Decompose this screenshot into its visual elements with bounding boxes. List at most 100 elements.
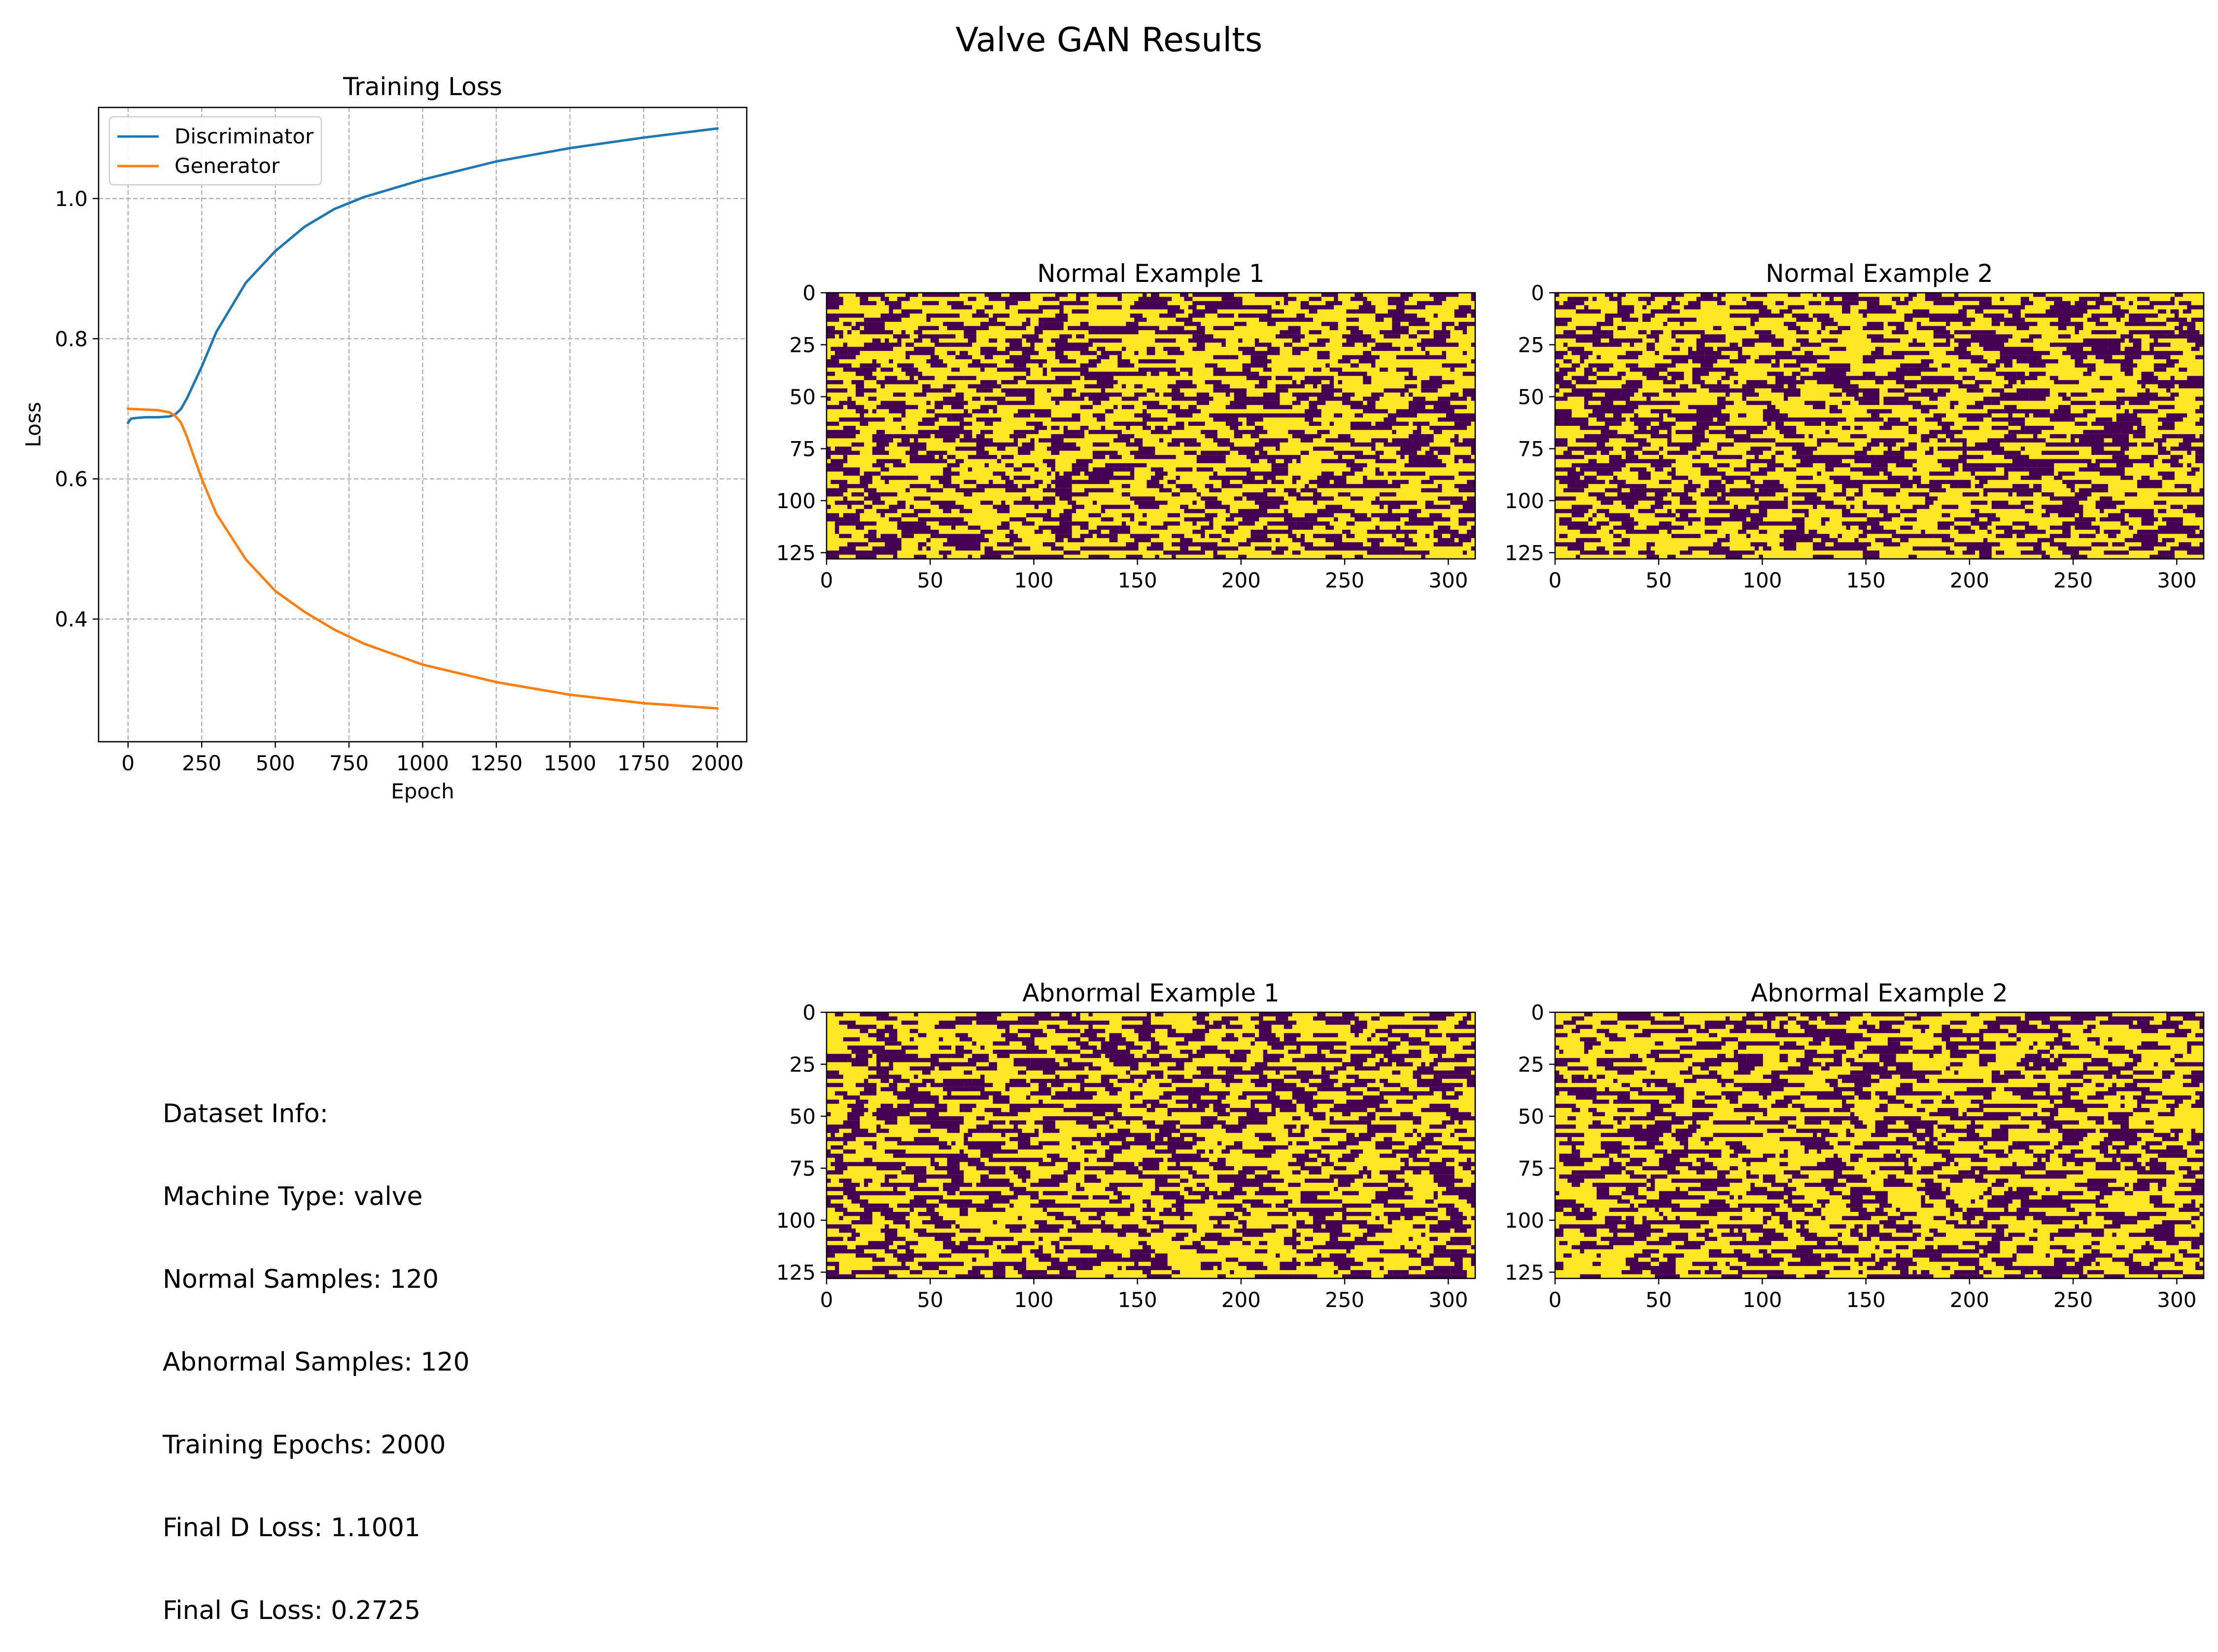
- y-tick-label: 100: [776, 489, 816, 513]
- heatmap-frame: [826, 1011, 1476, 1279]
- y-tick-label: 125: [776, 541, 816, 565]
- heatmap-title: Abnormal Example 1: [1022, 979, 1280, 1007]
- y-tick-label: 100: [776, 1208, 816, 1233]
- x-tick-label: 150: [1846, 568, 1886, 592]
- x-tick-label: 250: [1325, 568, 1364, 592]
- x-tick-label: 1500: [544, 751, 596, 775]
- series-line-generator: [127, 407, 719, 710]
- y-tick-label: 50: [1518, 1104, 1544, 1129]
- x-tick-label: 150: [1846, 1288, 1886, 1312]
- x-tick-label: 1750: [617, 751, 670, 775]
- y-tick-label: 100: [1505, 1208, 1544, 1233]
- series-line-discriminator: [126, 127, 719, 425]
- legend-box: [108, 116, 322, 186]
- x-tick-label: 200: [1950, 1288, 1989, 1312]
- y-tick-label: 25: [1518, 333, 1544, 357]
- y-tick-label: 1.0: [55, 187, 88, 211]
- y-tick-label: 50: [790, 1104, 816, 1129]
- heatmap-cells: [827, 1012, 1475, 1278]
- y-tick-label: 25: [790, 1052, 816, 1076]
- x-tick-label: 50: [917, 568, 943, 592]
- y-tick-label: 50: [1518, 385, 1544, 409]
- y-tick-label: 0.6: [55, 467, 88, 491]
- x-tick-label: 250: [182, 751, 221, 775]
- figure-canvas: 0 250 500 750 1000 1250 1500 1750 20000.40.60.81…: [21, 72, 2205, 1312]
- y-tick-label: 50: [790, 385, 816, 409]
- y-tick-label: 125: [1505, 541, 1544, 565]
- y-tick-label: 0.4: [55, 607, 88, 631]
- x-tick-label: 250: [2053, 568, 2093, 592]
- x-tick-label: 0: [1549, 1288, 1562, 1312]
- y-axis-label: Loss: [21, 402, 45, 447]
- heatmap-abnormal-2: 0 50 100 150 200 250 300 0 25 50 75 100 125 Abnormal …: [1505, 979, 2205, 1312]
- x-tick-label: 300: [1428, 1288, 1468, 1312]
- info-line: Machine Type: valve: [163, 1182, 423, 1211]
- x-tick-label: 2000: [691, 751, 744, 775]
- x-tick-label: 300: [1428, 568, 1468, 592]
- x-tick-label: 750: [329, 751, 369, 775]
- y-tick-label: 75: [1518, 437, 1544, 461]
- x-tick-label: 250: [2053, 1288, 2093, 1312]
- x-tick-label: 200: [1950, 568, 1989, 592]
- x-tick-label: 0: [1549, 568, 1562, 592]
- y-tick-label: 0: [802, 281, 816, 305]
- heatmap-title: Normal Example 1: [1037, 259, 1264, 288]
- y-tick-label: 0: [802, 1000, 816, 1025]
- y-tick-label: 75: [790, 437, 816, 461]
- info-line: Training Epochs: 2000: [163, 1430, 446, 1460]
- x-tick-label: 250: [1325, 1288, 1364, 1312]
- x-tick-label: 50: [1645, 1288, 1671, 1312]
- x-tick-label: 50: [917, 1288, 943, 1312]
- info-line: Final G Loss: 0.2725: [163, 1596, 421, 1625]
- legend-label: Discriminator: [174, 124, 314, 148]
- heatmap-normal-2: 0 50 100 150 200 250 300 0 25 50 75 100 125 Normal Ex…: [1505, 259, 2205, 592]
- loss-chart: 0 250 500 750 1000 1250 1500 1750 2000 0.4 0.6 0.8 1…: [21, 72, 748, 803]
- dataset-info: Dataset Info: Machine Type: valve Normal…: [163, 1045, 470, 1652]
- heatmap-abnormal-1: 0 50 100 150 200 250 300 0 25 50 75 100 125 Abnormal …: [776, 979, 1476, 1312]
- y-tick-label: 0: [1531, 281, 1544, 305]
- y-tick-label: 25: [790, 333, 816, 357]
- heatmap-frame: [1554, 1011, 2205, 1279]
- info-line: Final D Loss: 1.1001: [163, 1513, 420, 1543]
- x-tick-label: 0: [820, 1288, 833, 1312]
- y-tick-label: 100: [1505, 489, 1544, 513]
- info-line: Normal Samples: 120: [163, 1265, 439, 1294]
- heatmap-cells: [1555, 293, 2204, 559]
- x-tick-label: 300: [2157, 568, 2196, 592]
- x-tick-label: 200: [1221, 568, 1261, 592]
- x-tick-label: 1000: [396, 751, 449, 775]
- x-axis-label: Epoch: [391, 779, 454, 803]
- x-tick-label: 100: [1014, 1288, 1053, 1312]
- chart-title: Training Loss: [343, 72, 502, 101]
- x-tick-label: 50: [1645, 568, 1671, 592]
- y-tick-label: 125: [776, 1260, 816, 1284]
- y-tick-label: 75: [1518, 1156, 1544, 1180]
- x-tick-label: 150: [1118, 1288, 1157, 1312]
- y-tick-label: 25: [1518, 1052, 1544, 1076]
- x-tick-label: 500: [256, 751, 295, 775]
- x-tick-label: 0: [820, 568, 833, 592]
- legend-label: Generator: [174, 154, 280, 178]
- y-tick-label: 0.8: [55, 327, 88, 351]
- x-tick-label: 100: [1014, 568, 1053, 592]
- x-tick-label: 200: [1221, 1288, 1261, 1312]
- heatmap-normal-1: 0 50 100 150 200 250 300 0 25 50 75 100 125 Normal Ex…: [776, 259, 1476, 592]
- x-tick-label: 300: [2157, 1288, 2196, 1312]
- info-line: Dataset Info:: [163, 1099, 329, 1129]
- x-tick-label: 100: [1742, 568, 1782, 592]
- heatmap-cells: [827, 293, 1475, 559]
- x-tick-label: 1250: [470, 751, 522, 775]
- heatmap-title: Normal Example 2: [1766, 259, 1993, 288]
- x-tick-label: 150: [1118, 568, 1157, 592]
- y-tick-label: 0: [1531, 1000, 1544, 1025]
- x-tick-label: 0: [121, 751, 135, 775]
- heatmap-frame: [1554, 292, 2205, 560]
- info-line: Abnormal Samples: 120: [163, 1347, 470, 1377]
- figure-title: Valve GAN Results: [955, 21, 1263, 60]
- x-tick-label: 100: [1742, 1288, 1782, 1312]
- heatmap-cells: [1555, 1012, 2204, 1278]
- y-tick-label: 75: [790, 1156, 816, 1180]
- heatmap-frame: [826, 292, 1476, 560]
- heatmap-title: Abnormal Example 2: [1751, 979, 2008, 1007]
- y-tick-label: 125: [1505, 1260, 1544, 1284]
